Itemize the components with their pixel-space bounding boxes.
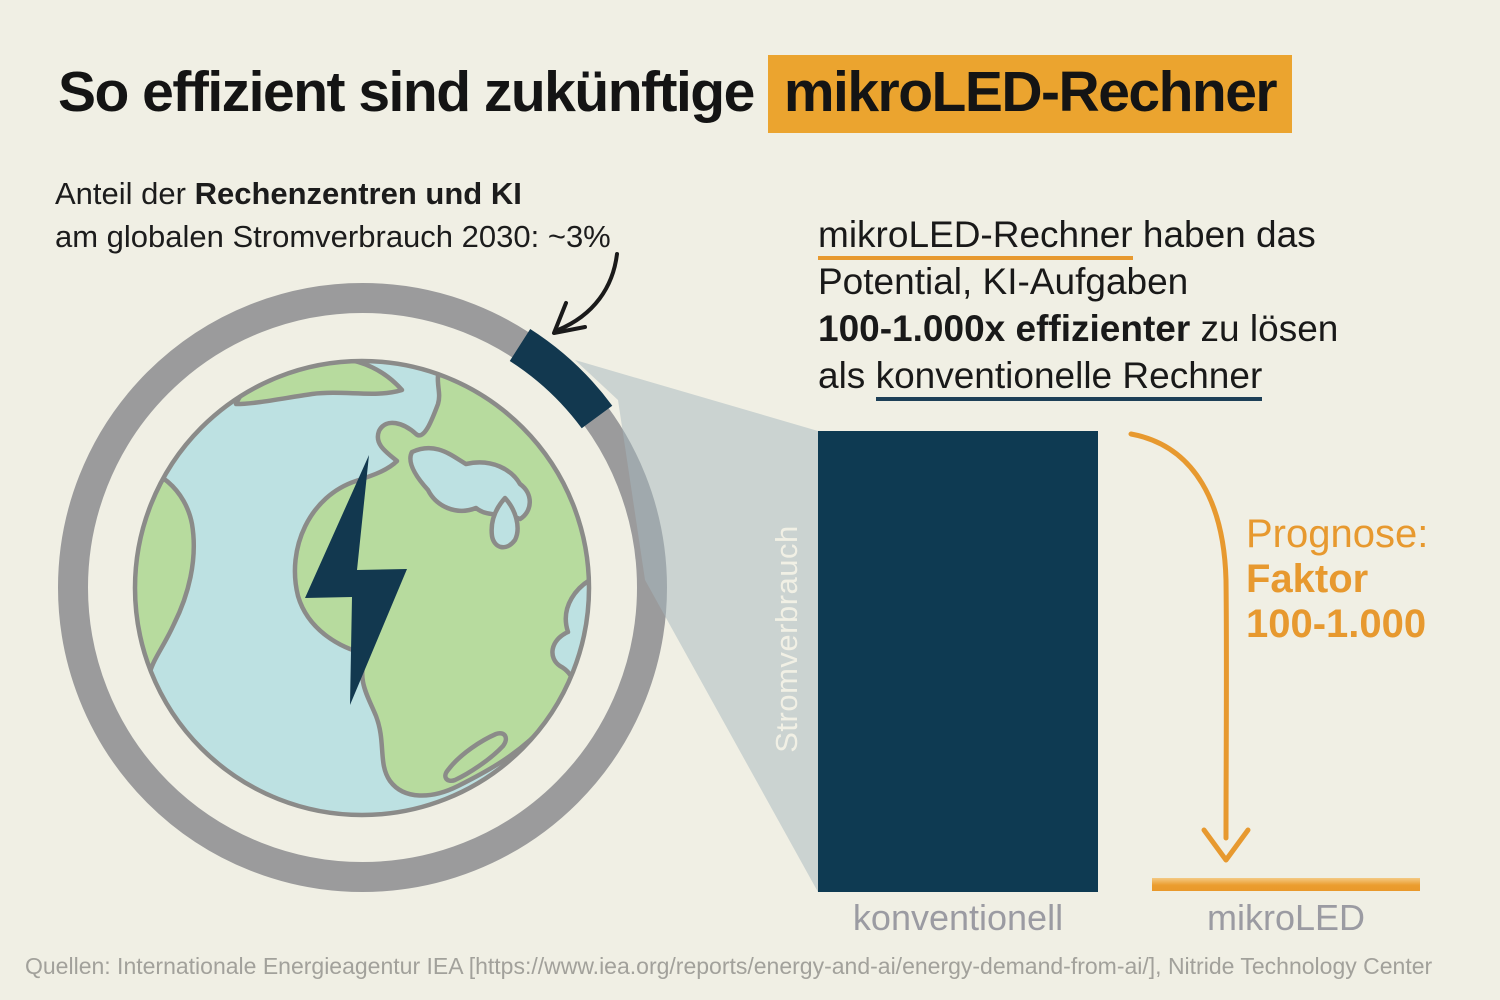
bar-label-mikroled: mikroLED <box>1206 897 1366 938</box>
konventionell-underlined: konventionelle Rechner <box>875 355 1263 401</box>
bar-mikroled <box>1152 878 1420 891</box>
bar-konventionell <box>818 431 1098 892</box>
annotation-bold: Rechenzentren und KI <box>194 176 522 211</box>
mikroled-underlined: mikroLED-Rechner <box>818 214 1133 260</box>
ring-segment-3-percent <box>509 328 613 429</box>
prognosis-label: Prognose: <box>1246 512 1429 556</box>
globe-island <box>443 731 509 783</box>
sources-footer: Quellen: Internationale Energieagentur I… <box>25 953 1433 979</box>
globe-illustration <box>132 358 592 818</box>
annotation-prefix: Anteil der <box>55 176 195 211</box>
description-line2: Potential, KI-Aufgaben <box>818 261 1189 302</box>
description-line1: mikroLED-Rechner haben das <box>818 211 1338 260</box>
y-axis-label: Stromverbrauch <box>769 525 804 753</box>
prognosis-factor-value: 100-1.000 <box>1246 602 1427 646</box>
globe-annotation: Anteil der Rechenzentren und KI am globa… <box>55 172 611 258</box>
description-line3-rest: zu lösen <box>1190 308 1339 349</box>
title-highlight: mikroLED-Rechner <box>767 55 1293 133</box>
prognosis-block: Prognose: Faktor 100-1.000 <box>1246 512 1428 647</box>
description-paragraph: mikroLED-Rechner haben das Potential, KI… <box>818 211 1338 401</box>
globe-outline <box>132 358 592 818</box>
globe-inland-sea-hook <box>489 495 520 550</box>
description-line4-prefix: als <box>818 355 876 396</box>
lightning-bolt-icon <box>305 455 407 705</box>
description-line4: als konventionelle Rechner <box>818 352 1338 401</box>
description-line1-rest: haben das <box>1132 214 1316 255</box>
annotation-arrow-icon <box>552 252 619 335</box>
prognosis-arrow-icon <box>1128 431 1251 863</box>
efficiency-bold: 100-1.000x effizienter <box>818 308 1191 349</box>
prognosis-factor-label: Faktor <box>1246 557 1369 601</box>
title-text: So effizient sind zukünftige <box>58 60 755 124</box>
zoom-beam <box>575 360 818 892</box>
bar-label-konventionell: konventionell <box>852 897 1064 938</box>
globe-annotation-line2: am globalen Stromverbrauch 2030: ~3% <box>55 219 611 254</box>
page-title: So effizient sind zukünftige mikroLED-Rec… <box>58 55 1293 133</box>
globe-annotation-line1: Anteil der Rechenzentren und KI <box>55 172 611 215</box>
description-line3: 100-1.000x effizienter zu lösen <box>818 305 1338 352</box>
globe-land-main <box>292 361 589 798</box>
